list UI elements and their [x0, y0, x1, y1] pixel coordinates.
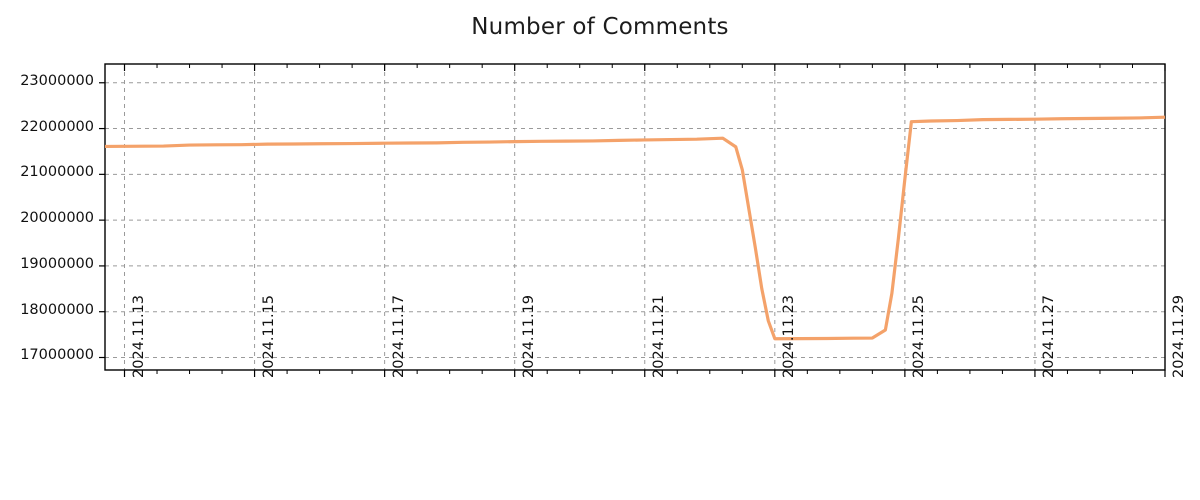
- y-tick-label: 23000000: [20, 72, 94, 89]
- y-tick-label: 17000000: [20, 347, 94, 364]
- chart-title: Number of Comments: [471, 14, 729, 40]
- x-tick-label: 2024.11.25: [910, 294, 927, 378]
- grid-layer: [105, 64, 1166, 370]
- y-tick-label: 18000000: [20, 301, 94, 318]
- plot-border: [104, 63, 1166, 371]
- x-tick-label: 2024.11.29: [1171, 294, 1187, 378]
- y-tick-label: 21000000: [20, 164, 94, 181]
- x-tick-label: 2024.11.19: [520, 294, 537, 378]
- x-tick-label: 2024.11.13: [130, 294, 147, 378]
- data-series-layer: [104, 115, 1166, 341]
- x-tick-label: 2024.11.21: [650, 294, 667, 378]
- x-tick-label: 2024.11.15: [260, 294, 277, 378]
- x-tick-label: 2024.11.23: [780, 294, 797, 378]
- x-tick-label: 2024.11.27: [1040, 294, 1057, 378]
- y-tick-label: 20000000: [20, 210, 94, 227]
- y-tick-label: 22000000: [20, 118, 94, 135]
- plot-frame: [104, 63, 1166, 371]
- series-line-number-of-comments: [104, 115, 1166, 341]
- x-tick-label: 2024.11.17: [390, 294, 407, 378]
- y-tick-label: 19000000: [20, 255, 94, 272]
